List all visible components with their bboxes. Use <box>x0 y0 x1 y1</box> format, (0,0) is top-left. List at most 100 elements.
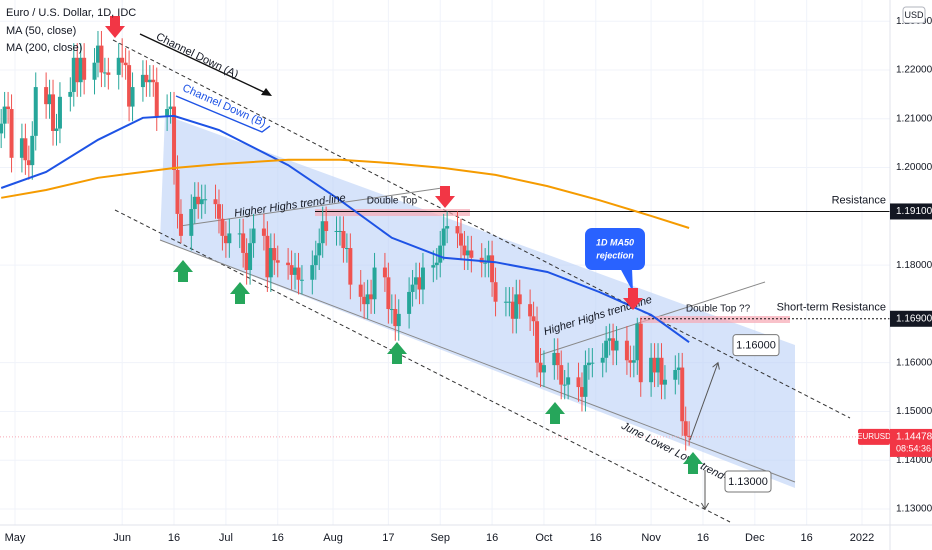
candle-body <box>590 362 595 364</box>
candle-body <box>178 213 183 236</box>
candle-body <box>265 235 270 278</box>
last-price-tag <box>890 428 932 457</box>
candle-body <box>272 248 277 261</box>
candle-body <box>486 255 491 263</box>
y-tick-label: 1.22000 <box>896 65 932 76</box>
candle-body <box>507 301 512 303</box>
candle-body <box>382 267 387 278</box>
candle-body <box>358 284 363 297</box>
candle-body <box>244 252 249 270</box>
annotation: Double Top ?? <box>686 304 751 315</box>
candle-body <box>562 384 567 386</box>
candle-body <box>372 267 377 300</box>
candle-body <box>438 245 443 263</box>
candle-body <box>396 313 401 327</box>
candle-body <box>106 72 111 75</box>
candle-body <box>286 262 291 266</box>
candle-body <box>341 230 346 249</box>
candle-body <box>68 91 73 97</box>
annotation: rejection <box>596 250 634 260</box>
candle-body <box>140 74 145 88</box>
resistance-zone <box>640 316 790 323</box>
candle-body <box>151 79 156 83</box>
red-arrows <box>105 16 643 310</box>
x-tick-label: Aug <box>323 532 343 544</box>
legend-entry: MA (50, close) <box>6 25 76 37</box>
up-arrow <box>387 342 407 364</box>
candle-body <box>503 301 508 303</box>
candle-body <box>268 248 273 278</box>
callout <box>585 228 645 270</box>
candle-body <box>334 230 339 232</box>
x-tick-label: May <box>5 532 26 544</box>
candle-body <box>455 226 460 234</box>
candle-body <box>175 170 180 214</box>
candle-body <box>57 96 62 129</box>
candle-body <box>631 360 636 363</box>
candle-body <box>296 267 301 280</box>
candle-body <box>662 379 667 385</box>
candle-body <box>538 362 543 373</box>
candle-body <box>676 367 681 370</box>
candle-body <box>528 304 533 317</box>
candle-body <box>389 309 394 311</box>
candle-body <box>51 94 56 131</box>
candle-body <box>576 377 581 388</box>
price-tag <box>890 310 932 327</box>
candle-body <box>434 262 439 266</box>
up-arrow <box>230 282 250 304</box>
candle-body <box>26 160 31 166</box>
candle-body <box>78 57 83 83</box>
candle-body <box>659 357 664 385</box>
annotation: 1D MA50 <box>596 237 634 247</box>
y-tick-label: 1.18000 <box>896 260 932 271</box>
candle-body <box>324 221 329 231</box>
candle-body <box>147 79 152 83</box>
candle-body <box>604 340 609 358</box>
target-label: 1.13000 <box>728 476 768 488</box>
x-tick-label: 16 <box>168 532 180 544</box>
candle-body <box>92 62 97 80</box>
candle-body <box>458 233 463 246</box>
candle-body <box>420 267 425 290</box>
legend-entry: MA (200, close) <box>6 42 82 54</box>
candle-body <box>320 221 325 244</box>
y-tick-label: 1.16000 <box>896 357 932 368</box>
candle-body <box>120 57 125 63</box>
candle-body <box>144 74 149 83</box>
candle-body <box>82 57 87 80</box>
symbol-tag-label: EURUSD <box>857 432 891 441</box>
candle-body <box>386 277 391 310</box>
callout-tail <box>620 268 633 292</box>
candle-body <box>196 196 201 205</box>
currency-box[interactable] <box>902 6 926 24</box>
resistance-zone <box>315 209 470 216</box>
candle-body <box>293 267 298 275</box>
level-name: Short-term Resistance <box>777 302 886 314</box>
candle-body <box>614 340 619 351</box>
candle-body <box>237 233 242 235</box>
candle-body <box>44 87 49 105</box>
candle-body <box>483 262 488 264</box>
level-name: Resistance <box>832 194 886 206</box>
candle-body <box>490 255 495 283</box>
candle-body <box>165 109 170 117</box>
x-tick-label: Oct <box>535 532 552 544</box>
candle-body <box>75 57 80 83</box>
countdown: 08:54:36 <box>896 443 931 453</box>
candle-body <box>275 260 280 263</box>
candle-body <box>362 296 367 305</box>
candle-body <box>441 228 446 246</box>
candle-body <box>95 45 100 63</box>
candle-body <box>6 106 11 110</box>
candle-body <box>199 199 204 205</box>
candle-body <box>652 357 657 373</box>
x-tick-label: Sep <box>430 532 450 544</box>
candle-body <box>299 279 304 281</box>
candle-body <box>559 365 564 385</box>
candle-body <box>583 365 588 397</box>
candle-body <box>54 128 59 131</box>
green-arrows <box>173 260 703 474</box>
last-price-label: 1.14478 <box>896 432 932 443</box>
